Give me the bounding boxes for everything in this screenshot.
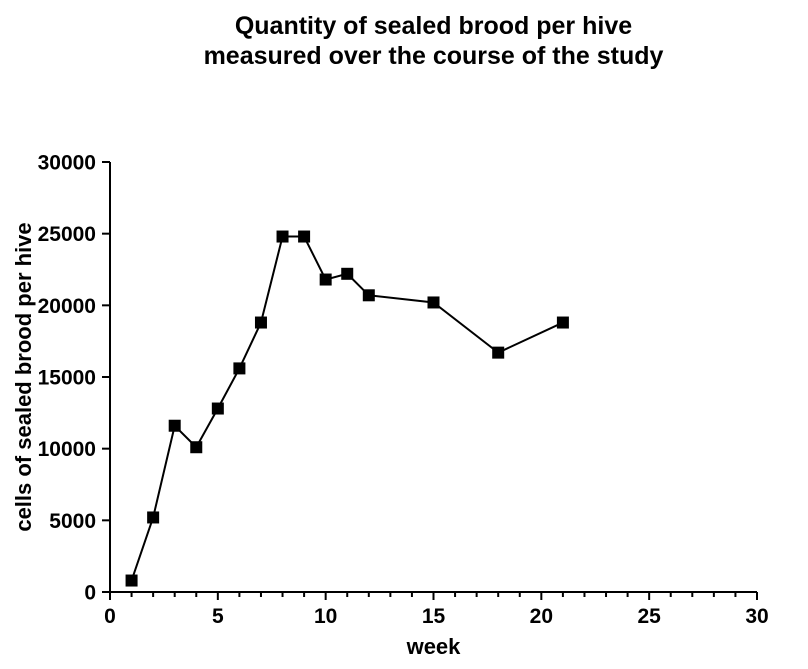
data-point-marker — [254, 316, 267, 329]
x-tick-label: 10 — [314, 605, 337, 628]
data-point-marker — [362, 289, 375, 302]
data-point-marker — [298, 230, 311, 243]
y-tick-label: 5000 — [49, 510, 96, 533]
y-tick-label: 15000 — [38, 367, 96, 390]
x-tick-label: 0 — [104, 605, 116, 628]
data-series-line — [130, 235, 564, 581]
data-point-marker — [190, 441, 203, 454]
x-tick-label: 15 — [422, 605, 446, 628]
y-tick-label: 30000 — [38, 152, 96, 175]
y-tick-label: 20000 — [38, 295, 96, 318]
y-tick-label: 10000 — [38, 438, 96, 461]
data-point-marker — [319, 273, 332, 286]
data-point-marker — [125, 574, 138, 587]
data-point-marker — [492, 346, 505, 359]
data-point-marker — [276, 230, 289, 243]
y-tick-label: 0 — [84, 582, 96, 605]
data-point-marker — [341, 267, 354, 280]
y-tick-label: 25000 — [38, 223, 96, 246]
x-tick-label: 20 — [530, 605, 553, 628]
x-tick-label: 5 — [212, 605, 224, 628]
chart-title-line1: Quantity of sealed brood per hive — [234, 12, 633, 40]
data-point-marker — [556, 316, 569, 329]
data-point-marker — [147, 511, 160, 524]
chart-title-line2: measured over the course of the study — [203, 42, 664, 70]
x-axis-title: week — [406, 634, 461, 659]
data-point-marker — [211, 402, 224, 415]
chart-title: Quantity of sealed brood per hive measur… — [59, 11, 808, 71]
y-axis-title: cells of sealed brood per hive — [11, 222, 36, 532]
x-tick-label: 25 — [637, 605, 661, 628]
data-point-marker — [168, 419, 181, 432]
data-point-marker — [233, 362, 246, 375]
data-point-marker — [427, 296, 440, 309]
x-tick-label: 30 — [745, 605, 768, 628]
